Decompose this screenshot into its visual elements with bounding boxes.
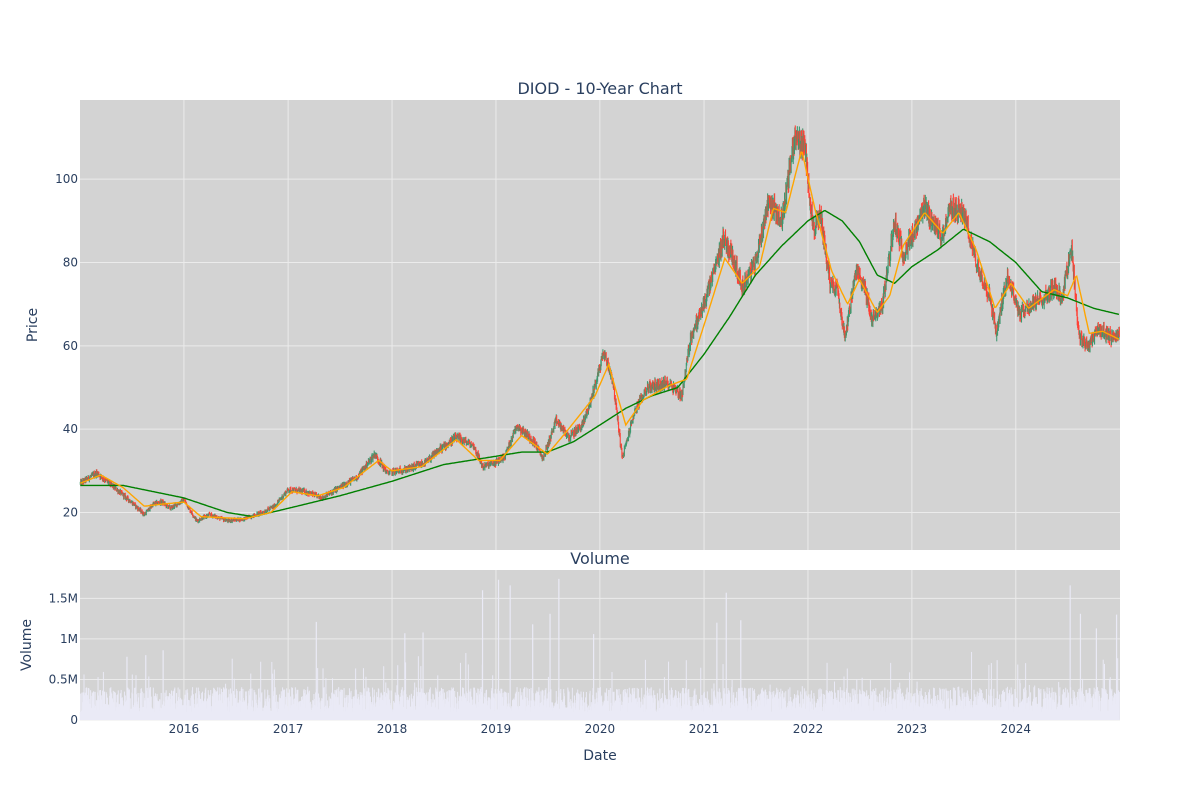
price-y-tick-label: 40 [63, 422, 78, 436]
price-y-tick-label: 60 [63, 339, 78, 353]
price-y-tick-labels: 20 40 60 80 100 [55, 172, 78, 519]
price-gridlines [80, 100, 1120, 550]
price-y-tick-label: 80 [63, 256, 78, 270]
short-moving-average-line [80, 151, 1120, 520]
volume-bars [79, 578, 1120, 720]
price-y-tick-label: 100 [55, 172, 78, 186]
price-y-tick-label: 20 [63, 506, 78, 520]
